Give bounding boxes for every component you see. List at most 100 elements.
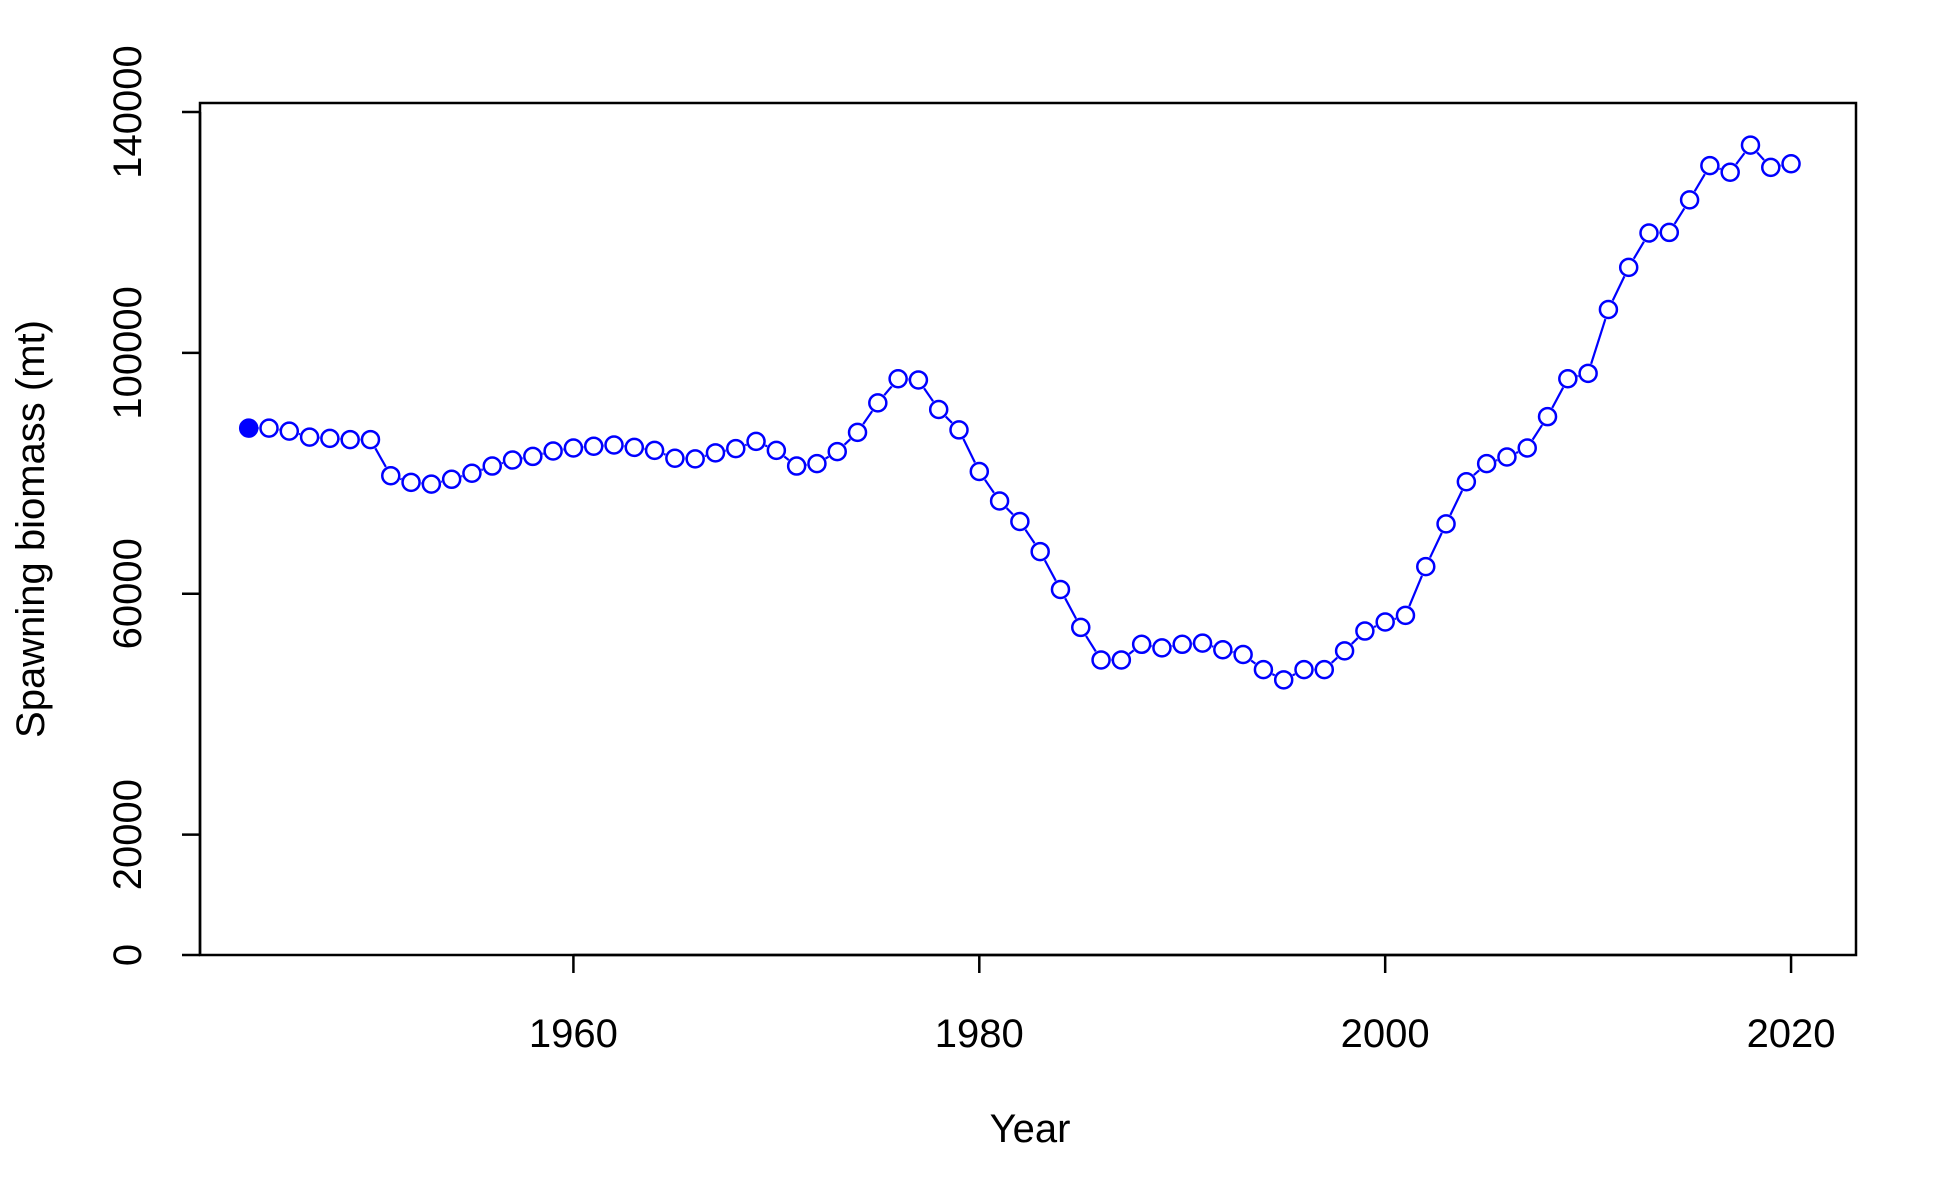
data-point — [523, 446, 543, 467]
plot-frame — [198, 101, 1858, 957]
series-segment — [1373, 625, 1377, 628]
data-point — [340, 429, 360, 450]
data-point — [1233, 644, 1253, 665]
series-segment — [962, 438, 976, 463]
series-segment — [944, 415, 953, 424]
data-point — [1416, 556, 1436, 577]
x-tick-label: 1960 — [529, 1012, 618, 1056]
data-point — [989, 491, 1010, 511]
x-tick-label: 2000 — [1341, 1012, 1430, 1056]
data-point — [766, 440, 787, 461]
x-axis: 1960 1980 2000 2020 — [529, 953, 1836, 1056]
data-point — [1558, 368, 1578, 389]
y-tick-label: 140000 — [106, 45, 150, 178]
data-point — [381, 465, 401, 486]
data-point — [360, 429, 381, 450]
series-segment — [984, 479, 995, 494]
data-point — [502, 450, 523, 470]
data-point — [1679, 190, 1700, 210]
data-point — [299, 427, 320, 447]
series-segment — [374, 447, 387, 468]
data-point — [1476, 453, 1497, 474]
data-point — [1091, 650, 1111, 670]
series-segment — [1693, 173, 1706, 192]
series-segment — [1756, 151, 1765, 161]
data-point — [401, 472, 421, 493]
series-segment — [1632, 241, 1645, 260]
series-segment — [883, 385, 893, 396]
data-point — [1294, 659, 1314, 680]
data-point — [1497, 447, 1517, 467]
y-tick-label: 60000 — [106, 538, 150, 649]
data-point — [1111, 650, 1132, 670]
data-point — [1355, 621, 1375, 641]
data-point — [665, 448, 685, 468]
series-segment — [1292, 673, 1296, 677]
series-segment — [824, 455, 830, 460]
series-segment — [1408, 575, 1423, 607]
series-segment — [1330, 656, 1338, 664]
series-segment — [1271, 673, 1276, 677]
y-tick-label: 20000 — [106, 779, 150, 890]
data-point — [1456, 471, 1477, 492]
data-point — [624, 437, 645, 458]
data-point — [1720, 162, 1740, 182]
data-point — [1152, 638, 1172, 658]
data-point — [1740, 135, 1761, 155]
data-point — [888, 368, 908, 389]
data-point — [1537, 406, 1558, 427]
series-segment — [923, 387, 934, 402]
data-point — [1659, 222, 1680, 243]
data-point — [1010, 511, 1030, 532]
series-segment — [783, 455, 790, 461]
series-layer — [238, 135, 1801, 690]
data-point — [1761, 157, 1781, 178]
data-point — [1050, 579, 1071, 600]
data-point — [847, 422, 868, 443]
y-tick-label: 100000 — [106, 286, 150, 419]
data-point — [827, 441, 847, 462]
x-tick-label: 2020 — [1747, 1012, 1836, 1056]
data-point — [969, 461, 990, 482]
series-segment — [843, 438, 852, 446]
data-point — [1700, 155, 1720, 176]
y-axis-title: Spawning biomass (mt) — [9, 320, 53, 738]
series-segment — [1043, 559, 1057, 582]
series-segment — [1005, 507, 1014, 516]
series-segment — [1024, 529, 1036, 544]
data-point — [259, 418, 279, 438]
series-segment — [1590, 318, 1607, 365]
series-segment — [1250, 659, 1257, 665]
data-point — [685, 449, 705, 469]
series-segment — [1128, 649, 1135, 655]
data-point — [1436, 514, 1456, 534]
data-point — [1375, 612, 1395, 632]
series-segment — [1449, 490, 1464, 516]
series-segment — [1515, 451, 1519, 454]
data-point — [1639, 223, 1659, 243]
series-segment — [744, 443, 748, 447]
x-axis-title: Year — [990, 1107, 1071, 1151]
series-segment — [1673, 207, 1686, 225]
series-segment — [1551, 387, 1565, 409]
series-segment — [480, 468, 484, 471]
data-point — [583, 436, 604, 456]
data-point — [1030, 541, 1050, 562]
data-point — [1213, 639, 1233, 660]
series-segment — [1429, 532, 1443, 559]
data-point — [441, 469, 462, 490]
series-segment — [1611, 275, 1626, 301]
series-segment — [1473, 469, 1480, 476]
data-point — [949, 420, 969, 440]
data-point — [482, 456, 502, 476]
data-point — [1618, 257, 1639, 278]
data-point — [563, 438, 584, 458]
y-tick-label: 0 — [106, 944, 150, 966]
data-point — [928, 399, 949, 420]
data-point — [238, 418, 259, 438]
y-axis: 0 20000 60000 100000 140000 — [106, 45, 202, 966]
data-point — [1578, 363, 1598, 384]
data-point — [1781, 154, 1801, 174]
series-segment — [764, 444, 768, 448]
